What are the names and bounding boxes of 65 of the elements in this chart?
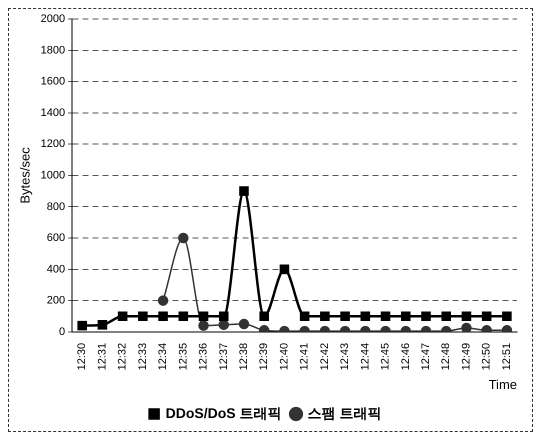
point <box>138 311 148 322</box>
x-tick-label: 12:43 <box>339 342 352 370</box>
x-tick-label: 12:40 <box>278 342 290 370</box>
x-tick-label: 12:34 <box>157 342 170 370</box>
y-tick-label: 0 <box>58 326 66 338</box>
x-tick-label: 12:39 <box>258 342 270 370</box>
point <box>360 311 370 322</box>
y-tick-label: 1800 <box>40 44 66 56</box>
point <box>198 320 209 331</box>
point <box>259 311 269 322</box>
y-tick-label: 400 <box>46 263 66 276</box>
point <box>441 311 451 322</box>
point <box>340 311 350 322</box>
y-axis-title: Bytes/sec <box>17 146 32 204</box>
point <box>178 232 189 244</box>
x-axis-title: Time <box>488 376 517 392</box>
x-tick-label: 12:32 <box>116 342 129 370</box>
point <box>462 311 472 322</box>
y-tick-label: 1400 <box>40 106 66 119</box>
x-tick-label: 12:36 <box>198 342 210 370</box>
point <box>118 311 128 322</box>
y-tick-label: 1200 <box>40 138 66 150</box>
x-tick-label: 12:50 <box>480 342 493 370</box>
point <box>380 311 390 322</box>
y-tick-label: 800 <box>46 200 66 213</box>
legend-label: DDoS/DoS 트래픽 <box>166 404 282 421</box>
point <box>218 311 229 322</box>
x-tick-label: 12:47 <box>420 342 432 370</box>
point <box>98 320 108 330</box>
x-tick-label: 12:45 <box>380 342 392 370</box>
x-tick-label: 12:51 <box>500 342 513 370</box>
x-tick-label: 12:41 <box>298 342 311 370</box>
x-tick-label: 12:37 <box>218 342 230 370</box>
point <box>280 264 290 274</box>
y-tick-label: 1000 <box>40 169 66 182</box>
x-tick-label: 12:33 <box>136 342 149 370</box>
x-tick-label: 12:38 <box>238 342 250 370</box>
y-tick-label: 600 <box>46 232 66 244</box>
y-tick-label: 2000 <box>40 13 66 26</box>
point <box>198 311 208 322</box>
point <box>300 311 310 322</box>
point <box>239 186 249 196</box>
point <box>421 311 431 322</box>
point <box>218 320 229 330</box>
x-tick-label: 12:44 <box>359 342 372 370</box>
point <box>158 311 168 322</box>
point <box>158 295 168 306</box>
point <box>178 311 188 322</box>
point <box>320 311 330 322</box>
x-tick-label: 12:42 <box>318 342 331 370</box>
legend-label: 스팸 트래픽 <box>308 404 382 421</box>
x-tick-label: 12:46 <box>400 342 412 370</box>
x-tick-label: 12:30 <box>76 342 88 370</box>
x-tick-label: 12:48 <box>440 342 452 370</box>
point <box>400 311 411 322</box>
point <box>482 311 492 322</box>
point <box>502 311 512 322</box>
x-tick-label: 12:49 <box>460 342 472 370</box>
point <box>238 318 250 330</box>
point <box>461 322 472 332</box>
x-tick-label: 12:31 <box>96 342 108 370</box>
point <box>77 320 87 330</box>
y-tick-label: 1600 <box>40 76 66 88</box>
x-tick-label: 12:35 <box>177 342 190 370</box>
y-tick-label: 200 <box>46 294 66 307</box>
